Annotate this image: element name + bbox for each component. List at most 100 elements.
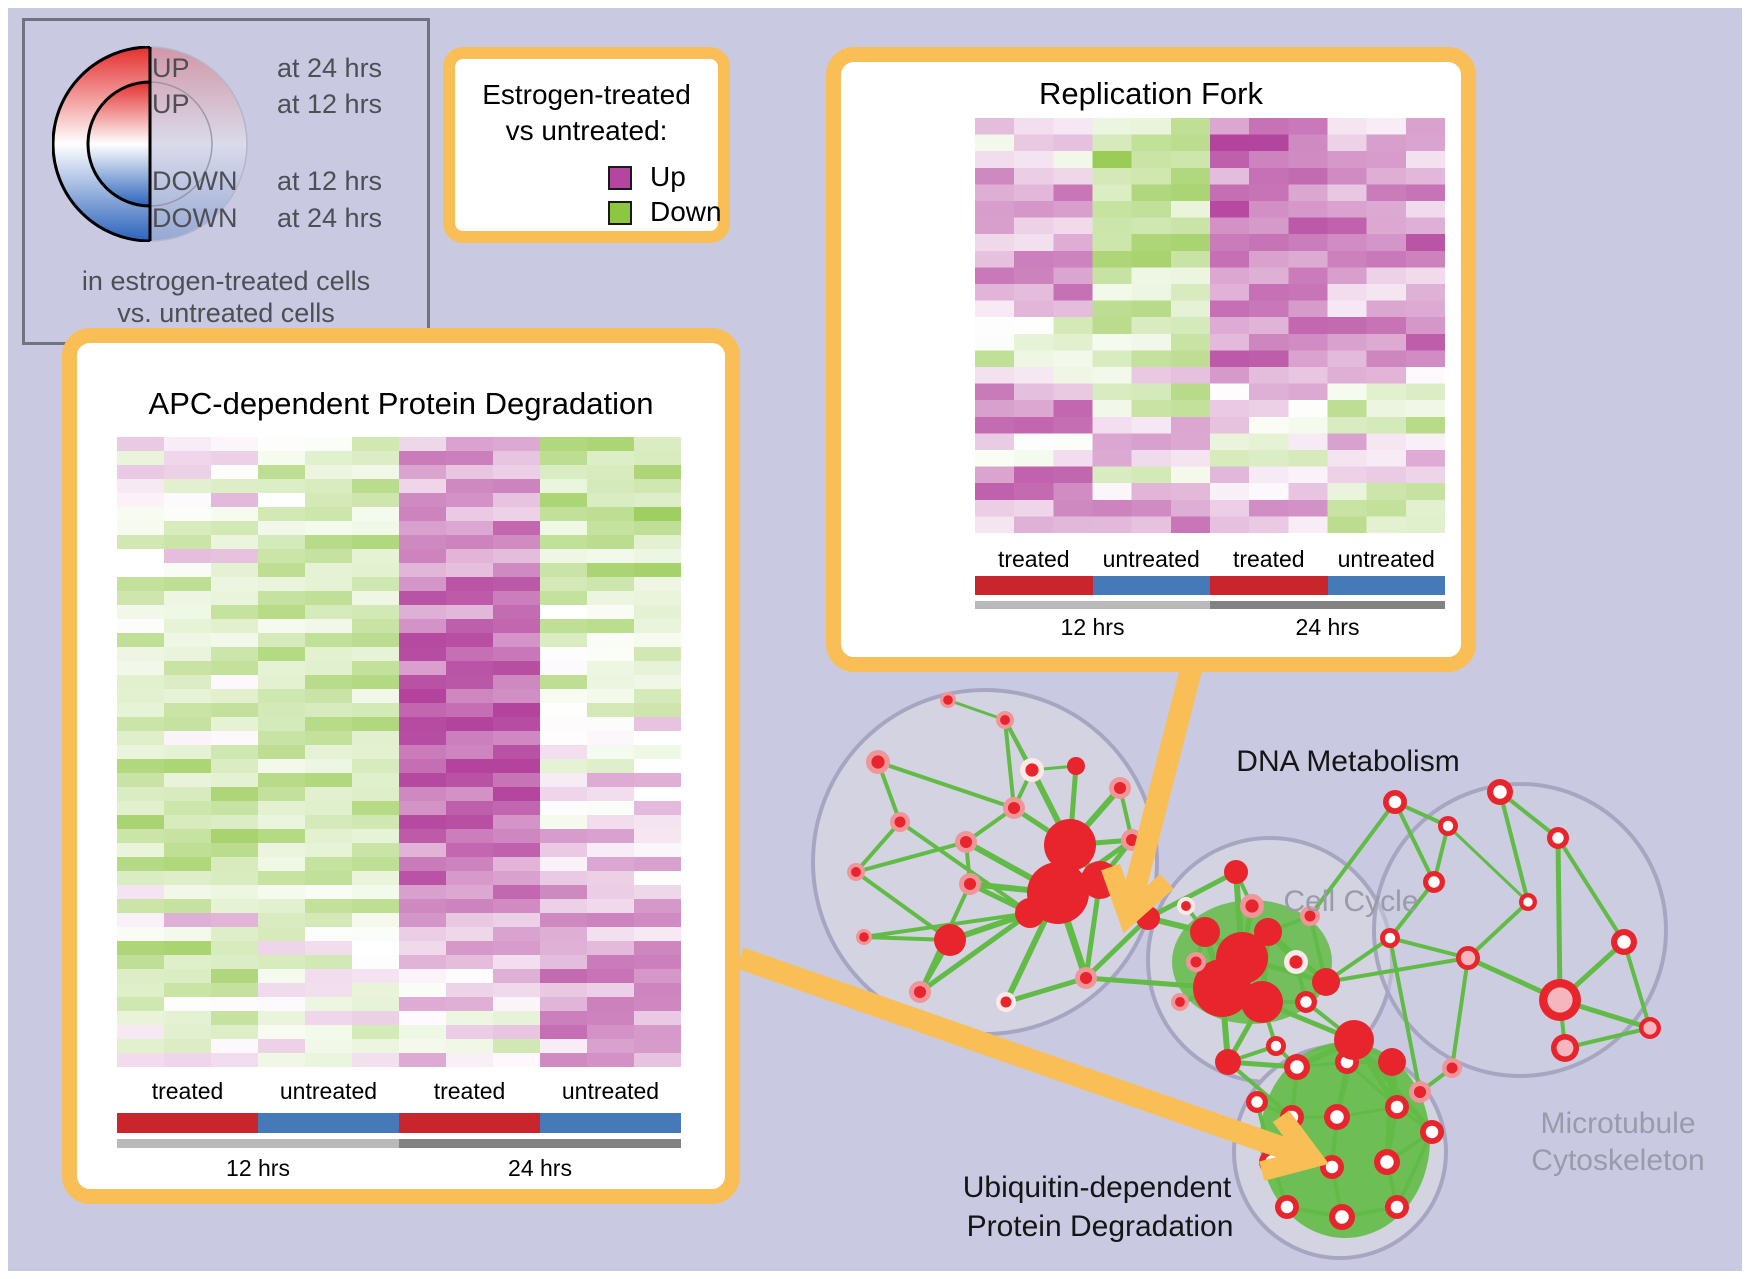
network-node-ringwhite [1290, 1060, 1304, 1074]
heatmap-cell [1014, 383, 1055, 401]
heatmap-cell [587, 1025, 636, 1040]
heatmap-cell [975, 400, 1016, 418]
heatmap-cell [587, 969, 636, 984]
heatmap-cell [446, 955, 495, 970]
network-node-solid [1312, 968, 1340, 996]
heatmap-cell [975, 250, 1016, 268]
heatmap-cell [211, 871, 260, 886]
network-edge [1498, 790, 1530, 904]
network-node-halo [871, 755, 885, 769]
heatmap-cell [1092, 333, 1133, 351]
ring-up-12-dir: UP [152, 89, 190, 119]
heatmap-cell [305, 885, 354, 900]
heatmap-cell [1366, 433, 1408, 451]
heatmap-cell [258, 689, 307, 704]
heatmap-cell [540, 1039, 589, 1054]
heatmap-cell [1014, 184, 1055, 202]
heatmap-cell [1053, 134, 1094, 152]
network-edge [854, 820, 902, 874]
network-node-halo [1190, 956, 1202, 968]
heatmap-cell [305, 759, 354, 774]
heatmap-cell [587, 787, 636, 802]
heatmap-cell [1053, 118, 1094, 136]
heatmap-cell [493, 507, 542, 522]
heatmap-cell [493, 619, 542, 634]
heatmap-cell [1053, 350, 1094, 368]
heatmap-cell [305, 507, 354, 522]
heatmap-cell [540, 745, 589, 760]
heatmap-cell [1170, 151, 1212, 169]
heatmap-cell [211, 801, 260, 816]
heatmap-cell [211, 927, 260, 942]
heatmap-cell [258, 493, 307, 508]
rf-12hrs-label: 12 hrs [1060, 614, 1125, 640]
heatmap-cell [1327, 217, 1368, 235]
heatmap-cell [634, 997, 681, 1012]
heatmap-cell [305, 899, 354, 914]
heatmap-cell [305, 871, 354, 886]
heatmap-cell [258, 521, 307, 536]
heatmap-cell [446, 493, 495, 508]
heatmap-cell [258, 647, 307, 662]
heatmap-cell [117, 437, 166, 452]
heatmap-cell [164, 465, 213, 480]
apc-time-labels: 12 hrs 24 hrs [117, 1157, 681, 1185]
heatmap-cell [446, 549, 495, 564]
heatmap-cell [1053, 450, 1094, 468]
heatmap-cell [1131, 466, 1173, 484]
heatmap-cell [258, 759, 307, 774]
heatmap-cell [117, 773, 166, 788]
heatmap-cell [446, 717, 495, 732]
heatmap-cell [305, 829, 354, 844]
heatmap-cell [1131, 350, 1173, 368]
heatmap-cell [211, 899, 260, 914]
network-node-halo [1007, 801, 1021, 815]
heatmap-cell [446, 759, 495, 774]
heatmap-cell [399, 857, 448, 872]
heatmap-cell [1053, 250, 1094, 268]
heatmap-cell [1131, 333, 1173, 351]
network-edge [1450, 956, 1470, 1070]
heatmap-cell [587, 731, 636, 746]
heatmap-cell [211, 717, 260, 732]
heatmap-cell [117, 451, 166, 466]
heatmap-cell [587, 871, 636, 886]
heatmap-cell [211, 969, 260, 984]
heatmap-cell [1092, 383, 1133, 401]
heatmap-cell [305, 661, 354, 676]
heatmap-cell [1288, 383, 1329, 401]
heatmap-cell [352, 633, 401, 648]
heatmap-cell [352, 647, 401, 662]
heatmap-cell [1131, 201, 1173, 219]
network-node-ringwhite [1251, 1096, 1263, 1108]
heatmap-cell [1327, 234, 1368, 252]
heatmap-cell [1092, 167, 1133, 185]
treated-bar [1210, 576, 1328, 595]
heatmap-cell [305, 1039, 354, 1054]
heatmap-cell [258, 815, 307, 830]
heatmap-cell [399, 647, 448, 662]
heatmap-cell [211, 577, 260, 592]
heatmap-cell [258, 675, 307, 690]
heatmap-cell [975, 167, 1016, 185]
heatmap-cell [1210, 433, 1251, 451]
rf-24hrs-label: 24 hrs [1295, 614, 1360, 640]
heatmap-cell [164, 437, 213, 452]
ring-up-24-dir: UP [152, 53, 190, 83]
heatmap-cell [540, 577, 589, 592]
heatmap-cell [1366, 350, 1408, 368]
heatmap-cell [587, 1011, 636, 1026]
heatmap-cell [1092, 450, 1133, 468]
heatmap-cell [211, 633, 260, 648]
heatmap-cell [1249, 317, 1290, 335]
heatmap-cell [399, 983, 448, 998]
untreated-bar [258, 1113, 399, 1133]
heatmap-cell [1170, 433, 1212, 451]
heatmap-cell [540, 521, 589, 536]
apc-heatmap-grid [117, 437, 681, 1067]
heatmap-cell [1014, 483, 1055, 501]
heatmap-cell [211, 689, 260, 704]
heatmap-cell [399, 535, 448, 550]
heatmap-cell [540, 815, 589, 830]
heatmap-cell [493, 521, 542, 536]
